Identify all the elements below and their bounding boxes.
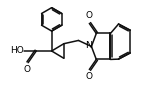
Text: HO: HO xyxy=(10,47,24,55)
Text: N: N xyxy=(85,41,92,50)
Text: O: O xyxy=(86,12,93,21)
Text: O: O xyxy=(24,65,31,74)
Text: O: O xyxy=(86,72,93,81)
